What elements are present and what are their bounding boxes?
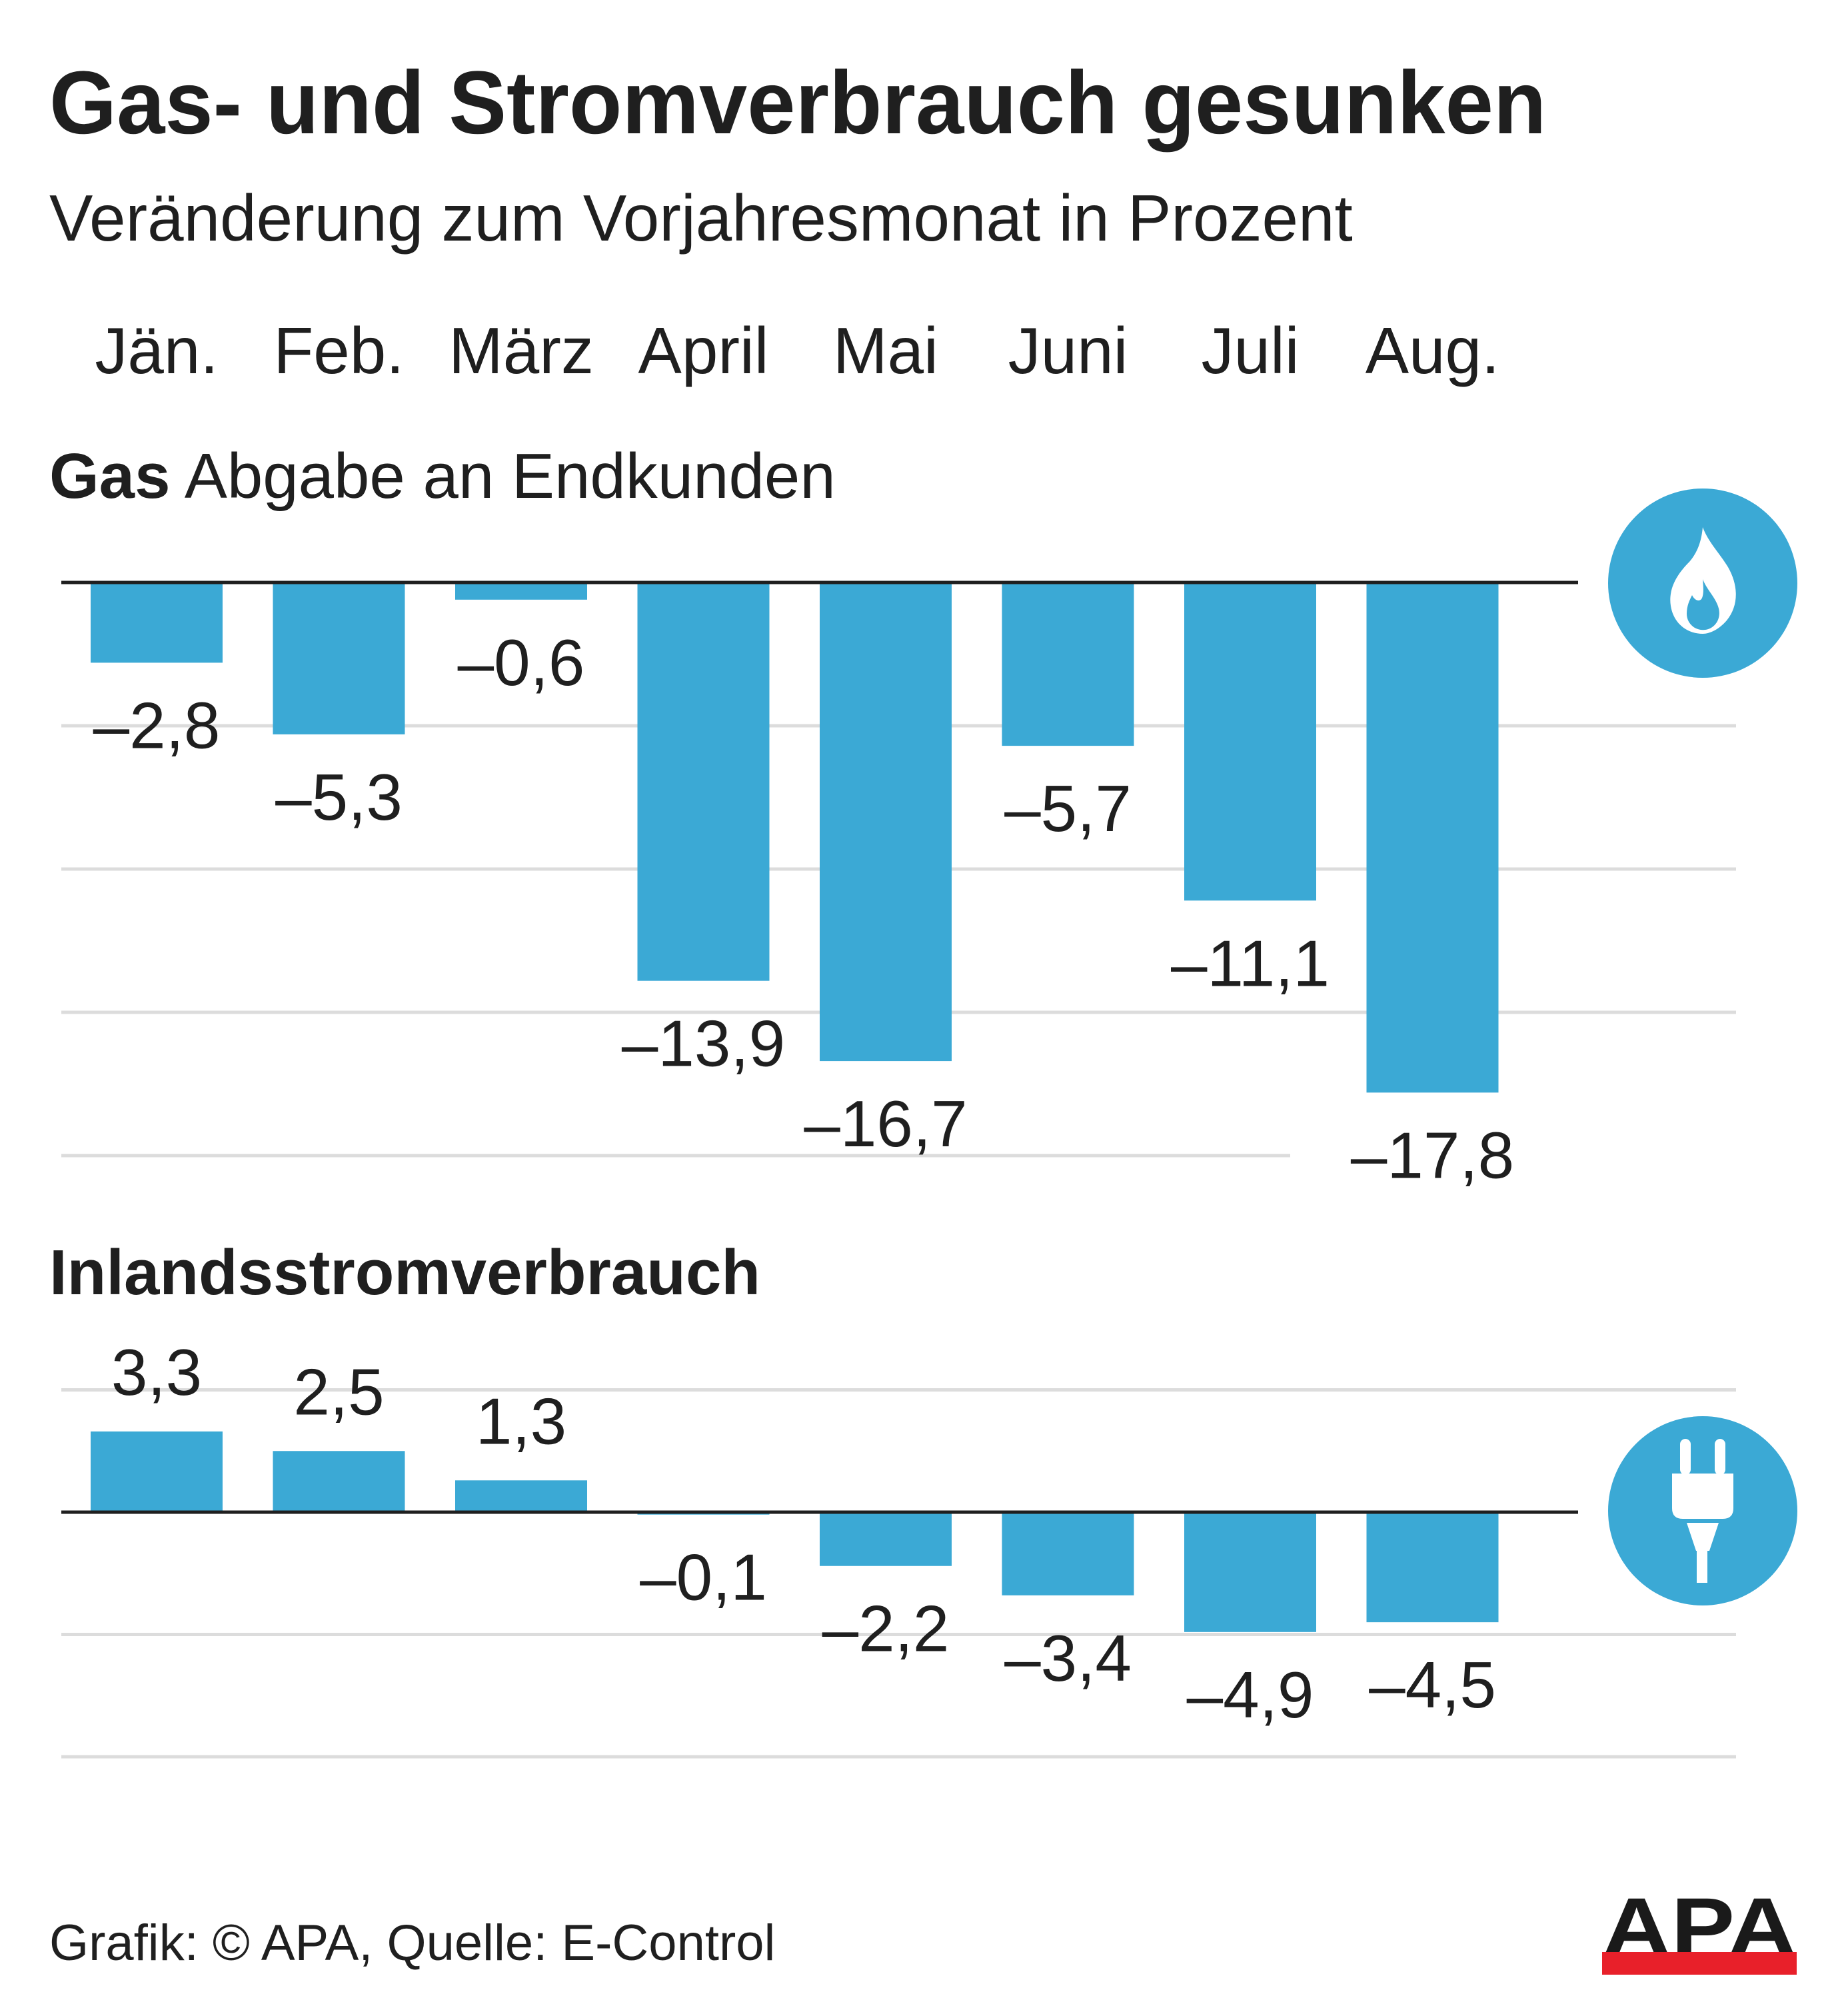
month-label: März	[449, 314, 594, 387]
source-credit: Grafik: © APA, Quelle: E-Control	[49, 1915, 776, 1971]
month-labels: Jän. Feb. März April Mai Juni Juli Aug.	[95, 314, 1499, 387]
value-label: –4,9	[1187, 1658, 1314, 1731]
value-label: –0,1	[640, 1541, 767, 1614]
bar-Feb.	[273, 582, 405, 734]
gas-heading-bold: Gas	[49, 441, 171, 512]
chart-title: Gas- und Stromverbrauch gesunken	[49, 53, 1547, 153]
bar-März	[455, 582, 587, 600]
value-label: –5,7	[1004, 772, 1132, 845]
month-label: Juni	[1008, 314, 1128, 387]
bar-Aug.	[1366, 582, 1499, 1093]
value-label: –5,3	[275, 760, 403, 834]
plug-icon-graphic	[1608, 1416, 1797, 1605]
bar-Feb.	[273, 1451, 405, 1512]
month-label: Aug.	[1366, 314, 1500, 387]
value-label: 2,5	[293, 1355, 384, 1428]
value-label: 1,3	[476, 1384, 566, 1458]
apa-logo-red-band	[1602, 1952, 1797, 1975]
value-label: –4,5	[1369, 1648, 1496, 1721]
apa-logo: APA	[1602, 1893, 1797, 1975]
value-label: –2,2	[822, 1592, 950, 1665]
bar-Mai	[820, 1512, 952, 1566]
value-label: –16,7	[804, 1087, 967, 1160]
power-bar-chart: 3,3 2,5 1,3 –0,1 –2,2 –3,4 –4,9 –4,5	[61, 1336, 1736, 1759]
bar-Jän.	[91, 1431, 223, 1512]
power-section-heading: Inlandsstromverbrauch	[49, 1237, 760, 1308]
month-label: Mai	[833, 314, 938, 387]
bar-Mai	[820, 582, 952, 1062]
flame-icon	[1608, 489, 1797, 678]
value-label: –17,8	[1351, 1118, 1514, 1192]
bar-Juni	[1002, 1512, 1134, 1595]
bar-Juni	[1002, 582, 1134, 746]
bar-April	[637, 582, 770, 981]
month-label: Jän.	[95, 314, 218, 387]
gas-bar-chart: –2,8 –5,3 –0,6 –13,9 –16,7 –5,7 –11,1 –17,8	[61, 580, 1736, 1192]
value-label: –13,9	[622, 1007, 785, 1080]
month-label: Juli	[1201, 314, 1299, 387]
gas-heading-rest: Abgabe an Endkunden	[184, 441, 836, 512]
bar-Juli	[1184, 582, 1316, 901]
flame-icon-graphic	[1608, 489, 1797, 678]
bar-März	[455, 1480, 587, 1512]
month-label: Feb.	[273, 314, 404, 387]
plug-icon	[1608, 1416, 1797, 1605]
value-label: –3,4	[1004, 1621, 1132, 1695]
bar-Aug.	[1366, 1512, 1499, 1623]
value-label: –2,8	[93, 688, 221, 762]
chart-subtitle: Veränderung zum Vorjahresmonat in Prozen…	[49, 181, 1353, 255]
month-label: April	[638, 314, 768, 387]
bar-Jän.	[91, 582, 223, 663]
value-label: –0,6	[458, 626, 585, 699]
gas-section-heading: Gas Abgabe an Endkunden	[49, 445, 836, 508]
value-label: –11,1	[1171, 926, 1330, 1000]
bar-Juli	[1184, 1512, 1316, 1632]
value-label: 3,3	[111, 1336, 202, 1409]
